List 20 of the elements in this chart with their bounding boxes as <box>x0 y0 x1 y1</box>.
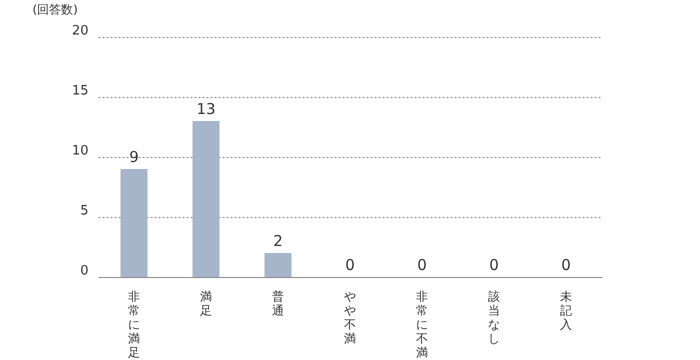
data-label: 0 <box>417 256 427 274</box>
x-tick-label: 該当なし <box>488 290 500 346</box>
x-tick-label: やや不満 <box>344 290 356 346</box>
data-label: 0 <box>561 256 571 274</box>
data-label: 0 <box>489 256 499 274</box>
data-label: 0 <box>345 256 355 274</box>
y-tick-label: 0 <box>80 264 88 278</box>
y-axis-title: (回答数) <box>32 2 78 16</box>
x-tick-label: 満足 <box>200 290 212 318</box>
y-tick-label: 10 <box>72 144 88 158</box>
data-label: 2 <box>273 232 283 250</box>
x-tick-label: 非常に満足 <box>128 290 140 360</box>
y-tick-label: 5 <box>80 204 88 218</box>
y-tick-label: 15 <box>72 84 88 98</box>
data-label: 13 <box>196 100 216 118</box>
x-tick-label: 未記入 <box>560 290 572 332</box>
x-tick-label: 非常に不満 <box>416 290 428 360</box>
x-tick-label: 普通 <box>272 290 284 318</box>
data-label: 9 <box>129 148 139 166</box>
y-tick-label: 20 <box>72 24 88 38</box>
